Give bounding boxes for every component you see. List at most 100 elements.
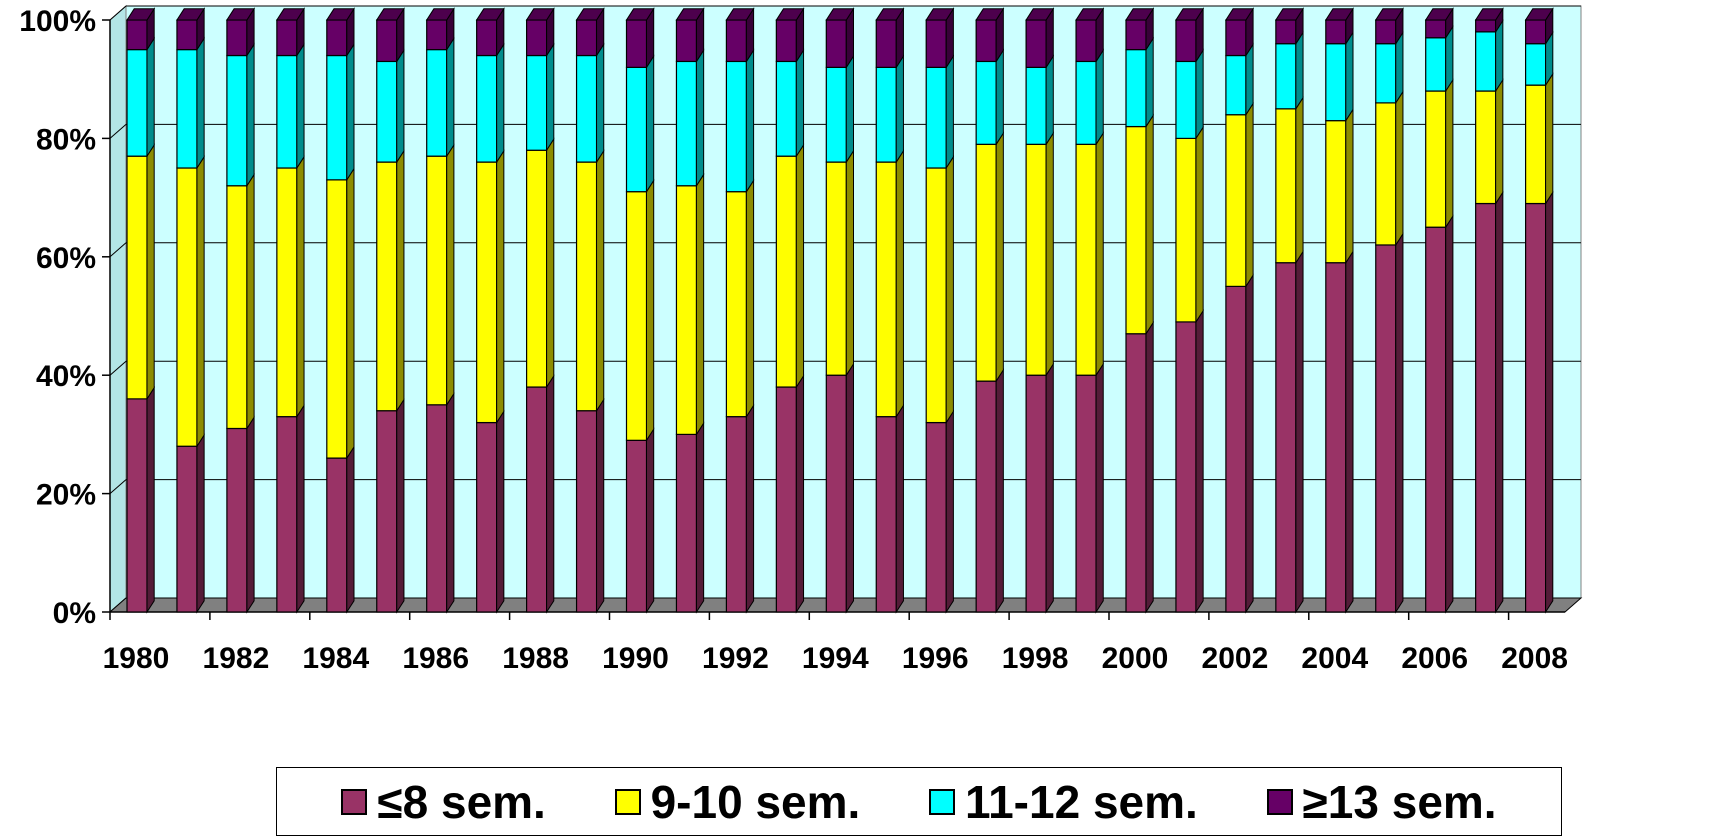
bar-segment xyxy=(1475,90,1497,205)
bar-segment-side xyxy=(1095,131,1104,377)
bar-segment-top xyxy=(1474,8,1504,21)
bar-segment xyxy=(825,374,847,613)
bar-segment-side xyxy=(346,166,355,460)
bar-segment xyxy=(675,433,698,613)
bar-segment-side xyxy=(995,48,1004,147)
bar-segment-top xyxy=(775,8,805,21)
bar-segment xyxy=(1325,43,1347,122)
bar-segment-side xyxy=(546,374,555,614)
gridline-diagonal xyxy=(109,5,127,21)
bar-segment xyxy=(326,54,348,181)
legend-swatch xyxy=(929,788,956,815)
bar-segment-top xyxy=(975,8,1005,21)
bar-segment-side xyxy=(695,421,705,614)
bar-segment xyxy=(426,404,448,613)
bar-segment xyxy=(476,19,498,57)
bar-segment-top xyxy=(1324,8,1354,21)
bar-segment-side xyxy=(845,362,854,614)
bar-segment xyxy=(176,48,198,169)
y-tick-label: 20% xyxy=(36,479,96,512)
bar-segment-side xyxy=(1045,131,1054,377)
bar-segment-side xyxy=(1045,54,1054,147)
bar-segment-side xyxy=(196,433,205,614)
bar-segment xyxy=(1075,143,1097,376)
bar-segment xyxy=(1475,31,1497,92)
legend-swatch xyxy=(614,788,641,815)
bar-segment xyxy=(675,185,698,435)
bar-segment-side xyxy=(745,48,755,194)
bar-segment-side xyxy=(945,409,954,614)
legend-swatch xyxy=(341,788,368,815)
bar-segment xyxy=(1425,226,1447,613)
bar-segment-side xyxy=(146,36,155,158)
bar-segment xyxy=(1225,285,1247,613)
x-tick-label: 1994 xyxy=(802,642,869,675)
bar-segment xyxy=(925,167,947,424)
bar-segment xyxy=(1325,120,1347,264)
bar-segment xyxy=(775,155,797,388)
legend-item: 11-12 sem. xyxy=(929,775,1198,829)
bar-stack xyxy=(1274,7,1304,614)
bar-segment xyxy=(426,48,448,157)
y-tick-label: 0% xyxy=(53,597,96,630)
bar-segment-side xyxy=(1345,107,1354,265)
bar-segment xyxy=(525,19,548,57)
legend: ≤8 sem. 9-10 sem. 11-12 sem. ≥13 sem. xyxy=(276,767,1562,836)
bar-stack xyxy=(975,7,1005,614)
bar-segment xyxy=(1375,43,1397,104)
legend-label: 11-12 sem. xyxy=(965,775,1198,828)
bar-segment xyxy=(1075,60,1097,145)
bar-stack xyxy=(275,7,305,614)
bar-segment-side xyxy=(995,131,1004,383)
bar-segment-side xyxy=(496,149,505,425)
bar-segment xyxy=(525,54,548,151)
bar-stack xyxy=(375,7,405,614)
bar-segment-side xyxy=(146,143,155,401)
bar-segment xyxy=(226,54,248,187)
bar-segment-side xyxy=(1445,214,1454,614)
bar-stack xyxy=(1025,7,1055,614)
bar-segment-side xyxy=(895,54,904,164)
bar-segment-side xyxy=(496,409,505,614)
bar-segment xyxy=(525,149,548,388)
bar-segment xyxy=(276,167,298,418)
plot-side-wall xyxy=(109,4,127,614)
bar-segment xyxy=(1025,66,1047,145)
legend-item: ≥13 sem. xyxy=(1266,775,1497,829)
bar-segment-side xyxy=(1295,249,1304,614)
bar-segment-side xyxy=(246,172,255,431)
bar-segment xyxy=(376,410,398,613)
bar-segment-top xyxy=(625,8,655,21)
bar-segment-side xyxy=(1495,18,1504,93)
legend-item: 9-10 sem. xyxy=(614,775,860,829)
bar-segment xyxy=(1125,333,1147,613)
bar-segment-top xyxy=(1224,8,1255,21)
bar-segment-side xyxy=(1395,89,1404,247)
bar-stack xyxy=(625,7,655,614)
legend-label: ≤8 sem. xyxy=(377,775,546,828)
bar-segment xyxy=(1175,321,1197,613)
bar-segment xyxy=(1225,54,1247,116)
bar-segment xyxy=(126,155,148,400)
bar-segment-top xyxy=(1424,8,1454,21)
bar-stack xyxy=(1374,7,1404,614)
bar-segment-side xyxy=(1145,36,1154,129)
bar-segment-top xyxy=(176,8,206,21)
bar-segment-side xyxy=(346,445,355,614)
bar-segment xyxy=(625,19,648,68)
bar-segment-side xyxy=(596,149,605,413)
bar-stack xyxy=(675,7,705,614)
bar-segment xyxy=(925,19,947,68)
bar-segment-side xyxy=(745,403,755,614)
bar-segment-side xyxy=(496,42,505,164)
bar-segment xyxy=(376,161,398,412)
bar-segment-side xyxy=(895,149,904,419)
x-tick-label: 1992 xyxy=(702,642,769,675)
x-tick-label: 1988 xyxy=(502,642,569,675)
bar-stack xyxy=(176,7,206,614)
bar-segment-top xyxy=(1025,8,1055,21)
x-tick-label: 1990 xyxy=(602,642,669,675)
bar-segment xyxy=(176,167,198,447)
bar-segment-side xyxy=(695,172,705,437)
bar-segment-side xyxy=(1095,48,1104,147)
